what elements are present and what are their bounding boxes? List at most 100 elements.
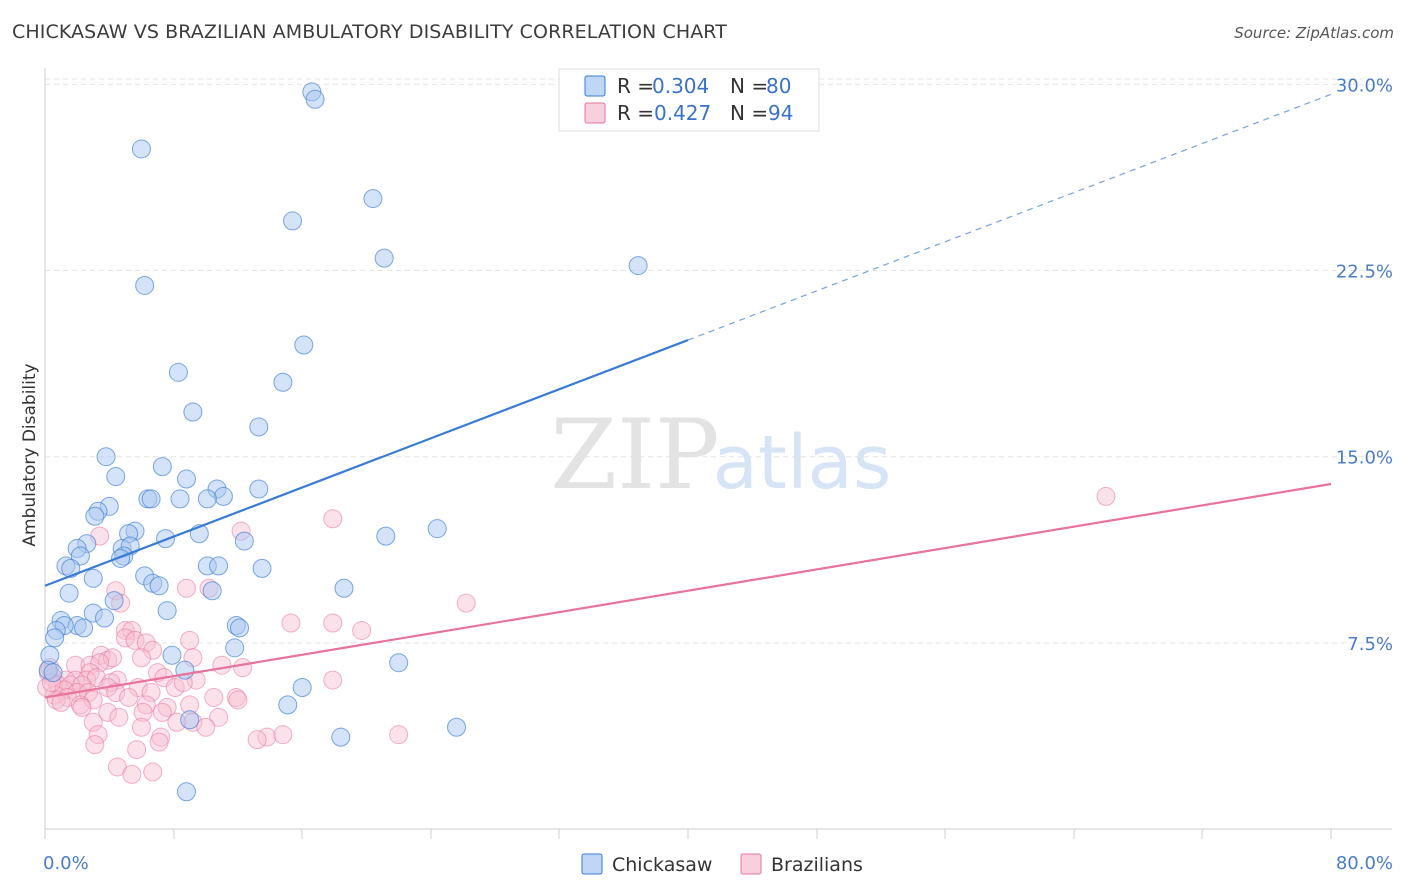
chickasaw-point [96, 447, 116, 467]
x-tick-labels: 0.0% 80.0% [43, 853, 1393, 874]
brazilians-point [109, 707, 129, 727]
brazilians-point [103, 648, 123, 668]
chickasaw-point [85, 506, 105, 526]
trend-lines [44, 93, 1332, 699]
legend-swatch-brazilians [584, 102, 606, 124]
chickasaw-point [83, 568, 103, 588]
legend-n-value-2: 94 [768, 101, 793, 125]
legend-r-label-2: R = [617, 101, 654, 125]
chickasaw-point [363, 189, 383, 209]
chickasaw-point [389, 653, 409, 673]
chickasaw-point [141, 489, 161, 509]
chickasaw-point [283, 211, 303, 231]
brazilians-point [85, 735, 105, 755]
brazilians-point [149, 732, 169, 752]
chickasaw-point [278, 695, 298, 715]
chickasaw-point [106, 467, 126, 487]
brazilians-point [51, 692, 71, 712]
brazilians-point [133, 702, 153, 722]
brazilians-point [352, 620, 372, 640]
brazilians-point [98, 702, 118, 722]
brazilians-point [83, 690, 103, 710]
y-tick-label-0: 7.5% [1347, 634, 1393, 655]
chickasaw-point [305, 89, 325, 109]
brazilians-point [90, 653, 110, 673]
brazilians-points [37, 486, 1116, 784]
x-tick-label-0: 0.0% [43, 853, 89, 874]
brazilians-point [212, 655, 232, 675]
brazilians-point [115, 620, 135, 640]
chart-title: CHICKASAW VS BRAZILIAN AMBULATORY DISABI… [12, 21, 727, 43]
chickasaw-trend-extension [687, 93, 1332, 341]
chickasaw-point [197, 489, 217, 509]
chickasaw-point [273, 372, 293, 392]
legend-n-label-1: N = [730, 74, 768, 98]
brazilians-point [72, 697, 92, 717]
brazilians-point [247, 730, 267, 750]
watermark-atlas: atlas [713, 420, 892, 506]
chickasaw-point [292, 678, 312, 698]
chickasaw-point [252, 558, 272, 578]
brazilians-point [209, 707, 229, 727]
brazilians-point [233, 658, 253, 678]
bottom-legend-brazilians: Brazilians [771, 854, 863, 876]
chickasaw-trend-line [44, 339, 689, 587]
chickasaw-point [249, 417, 269, 437]
chickasaw-point [157, 601, 177, 621]
chickasaw-point [43, 663, 63, 683]
brazilians-point [136, 633, 156, 653]
watermark-zip: ZIP [550, 399, 719, 511]
chickasaw-point [230, 618, 250, 638]
chickasaw-point [111, 548, 131, 568]
chickasaw-point [175, 660, 195, 680]
chickasaw-point [334, 578, 354, 598]
chickasaw-point [74, 618, 94, 638]
chickasaw-point [176, 469, 196, 489]
chickasaw-point [59, 583, 79, 603]
chickasaw-point [149, 576, 169, 596]
brazilians-point [125, 630, 145, 650]
legend-r-value-2: 0.427 [654, 101, 711, 125]
bottom-legend-chickasaw: Chickasaw [612, 854, 712, 876]
brazilians-point [1096, 486, 1116, 506]
chickasaw-point [447, 717, 467, 737]
axes [44, 68, 1392, 839]
chickasaw-point [104, 591, 124, 611]
brazilians-point [106, 682, 126, 702]
legend-r-label-1: R = [617, 74, 654, 98]
legend-n-value-1: 80 [766, 74, 791, 98]
brazilians-point [131, 717, 151, 737]
chickasaw-point [135, 275, 155, 295]
chickasaw-point [170, 489, 190, 509]
chickasaw-point [294, 335, 314, 355]
chickasaw-point [183, 402, 203, 422]
chickasaw-point [162, 645, 182, 665]
legend-r-value-1: 0.304 [652, 74, 709, 98]
gridlines [45, 78, 1392, 644]
brazilians-point [456, 593, 476, 613]
brazilians-point [83, 712, 103, 732]
chickasaw-point [376, 526, 396, 546]
chickasaw-point [427, 519, 447, 539]
brazilians-point [196, 717, 216, 737]
brazilians-point [180, 630, 200, 650]
brazilians-point [204, 687, 224, 707]
y-axis-label: Ambulatory Disability [20, 363, 40, 546]
chickasaw-point [209, 556, 229, 576]
chickasaw-point [628, 256, 648, 276]
bottom-legend-swatch-chickasaw [581, 853, 603, 875]
brazilians-point [228, 690, 248, 710]
brazilians-point [143, 762, 163, 782]
brazilians-point [389, 725, 409, 745]
chickasaw-point [234, 531, 254, 551]
chickasaw-point [331, 727, 351, 747]
brazilians-point [273, 725, 293, 745]
y-tick-label-2: 22.5% [1336, 262, 1393, 283]
brazilians-point [143, 640, 163, 660]
brazilians-point [176, 578, 196, 598]
y-tick-label-3: 30.0% [1336, 75, 1393, 96]
y-tick-labels: 7.5% 15.0% 22.5% 30.0% [1336, 75, 1393, 654]
bottom-legend: Chickasaw Brazilians [581, 853, 863, 876]
chickasaw-point [131, 139, 151, 159]
